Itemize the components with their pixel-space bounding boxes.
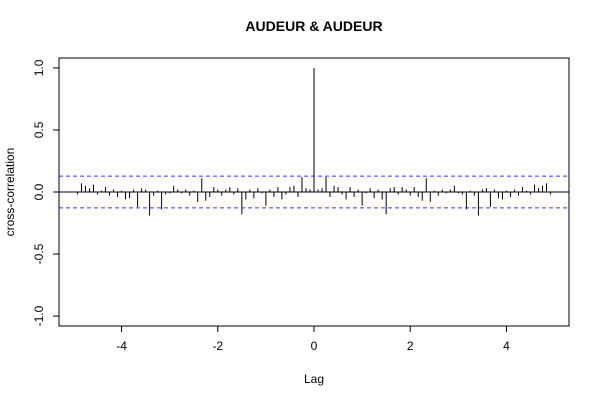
x-tick-label: 4 [503, 339, 510, 353]
y-axis: -1.0 -0.5 0.0 0.5 1.0 [32, 59, 60, 326]
confidence-bands-group [59, 175, 569, 209]
chart-title: AUDEUR & AUDEUR [245, 18, 382, 34]
y-tick-label: 1.0 [32, 59, 46, 76]
y-tick-label: -0.5 [32, 243, 46, 264]
x-tick-label: -4 [116, 339, 127, 353]
y-axis-label: cross-correlation [3, 148, 17, 237]
x-tick-label: -2 [212, 339, 223, 353]
y-tick-label: -1.0 [32, 305, 46, 326]
bars-group [76, 67, 552, 216]
x-axis-label: Lag [304, 372, 324, 386]
x-tick-label: 0 [311, 339, 318, 353]
y-tick-label: 0.0 [32, 183, 46, 200]
x-axis: -4 -2 0 2 4 [116, 325, 510, 353]
y-tick-label: 0.5 [32, 121, 46, 138]
x-tick-label: 2 [407, 339, 414, 353]
